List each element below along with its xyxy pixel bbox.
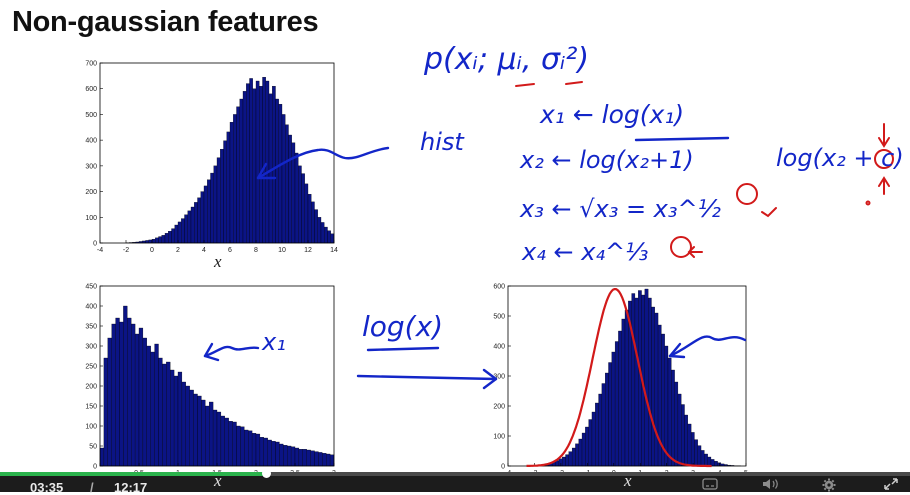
current-time: 03:35: [30, 480, 63, 495]
arrow-to-hist: [258, 148, 388, 178]
third-exponent-circle: [671, 237, 691, 257]
eq-side: log(x₂ + c): [776, 144, 904, 172]
eq2: x₂ ← log(x₂+1): [520, 146, 694, 174]
arrow-to-bottom-right: [670, 337, 745, 356]
captions-icon[interactable]: [702, 478, 718, 490]
progress-track[interactable]: [0, 472, 910, 476]
total-time: 12:17: [114, 480, 147, 495]
transform-underline: [368, 348, 438, 350]
transform-arrow: [358, 376, 496, 379]
eq3: x₃ ← √x₃ = x₃^½: [520, 195, 721, 223]
time-separator: /: [90, 480, 94, 495]
fullscreen-icon-svg: [884, 478, 898, 490]
arrow-to-c-down: [879, 124, 889, 146]
progress-handle[interactable]: [262, 469, 271, 478]
transform-label: log(x): [362, 310, 443, 343]
arrow-head-hist: [258, 164, 275, 178]
arrow-to-bottom-left: [205, 347, 258, 356]
x-axis-label-bottom-right: x: [624, 471, 632, 491]
red-dot: [867, 202, 870, 205]
half-exponent-circle: [737, 184, 757, 204]
settings-icon-svg: [822, 478, 836, 492]
captions-icon-svg: [702, 478, 718, 490]
mu-underline: [516, 84, 534, 86]
sigma-underline: [566, 82, 582, 84]
arrow-x1-label: x₁: [262, 328, 286, 356]
video-player-bar: 0.292 03:35 / 12:17: [0, 472, 910, 492]
fullscreen-icon[interactable]: [884, 478, 900, 490]
progress-fill: [0, 472, 266, 476]
hist-label: hist: [420, 128, 464, 156]
x-axis-label-bottom-left: x: [214, 471, 222, 491]
check-mark: [762, 208, 776, 216]
volume-icon[interactable]: [762, 478, 778, 490]
formula-top: p(xᵢ; μᵢ, σᵢ²): [424, 42, 589, 77]
eq4: x₄ ← x₄^⅓: [522, 238, 648, 266]
arrow-to-c-up: [879, 178, 889, 194]
eq1: x₁ ← log(x₁): [540, 100, 684, 129]
eq1-underline: [636, 138, 728, 140]
volume-icon-svg: [762, 478, 780, 490]
settings-icon[interactable]: [822, 478, 838, 490]
